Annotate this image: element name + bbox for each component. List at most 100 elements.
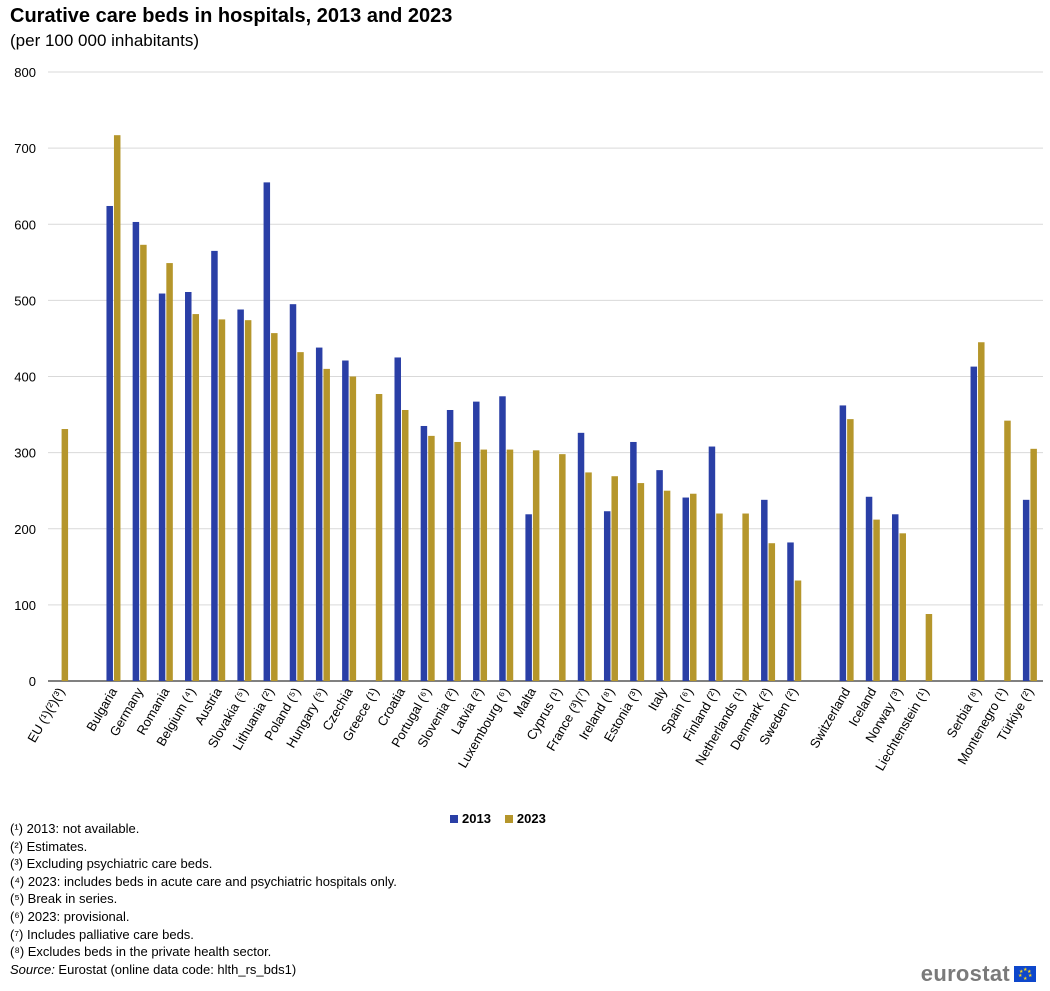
source-note: Source: Eurostat (online data code: hlth… (10, 962, 296, 977)
bar-2023 (847, 419, 854, 681)
bar-2023 (611, 476, 618, 681)
chart-subtitle: (per 100 000 inhabitants) (10, 31, 200, 50)
bar-2023 (166, 263, 173, 681)
footnote: (²) Estimates. (10, 838, 88, 854)
bar-2013 (158, 293, 166, 681)
bar-2013 (263, 182, 271, 681)
y-tick-label: 200 (14, 522, 36, 537)
bar-2023 (271, 333, 278, 681)
bar-2013 (446, 409, 454, 681)
bar-2013 (891, 514, 899, 681)
bar-2023 (637, 483, 645, 681)
y-axis-tick-labels: 0 100 200 300 400 500 600 700 800 (14, 65, 36, 689)
bar-2023 (716, 513, 723, 681)
footnote: (⁴) 2023: includes beds in acute care an… (10, 873, 397, 889)
legend: 2013 2023 (450, 811, 546, 826)
bar-2013 (525, 514, 532, 681)
bar-2023 (794, 580, 802, 681)
bar-2023 (401, 409, 409, 681)
bar-2013 (185, 292, 192, 681)
bar-2023 (978, 342, 985, 681)
footnotes: (¹) 2013: not available. (²) Estimates. … (10, 820, 397, 961)
bar-2023 (768, 543, 776, 681)
bar-2023 (375, 394, 383, 681)
bar-2023 (506, 449, 514, 681)
source-text: Eurostat (online data code: hlth_rs_bds1… (54, 962, 297, 977)
legend-item-2013: 2013 (450, 811, 491, 826)
legend-label-2013: 2013 (462, 811, 491, 826)
bar-2023 (532, 450, 540, 681)
bar-2023 (140, 244, 147, 681)
x-tick-label: Switzerland (807, 685, 854, 751)
bar-2013 (289, 304, 297, 681)
bar-2013 (603, 511, 611, 681)
bar-2023 (1004, 420, 1011, 681)
bar-2013 (132, 221, 140, 681)
x-tick-label: Italy (645, 685, 670, 714)
bar-2023 (297, 352, 304, 681)
y-tick-label: 800 (14, 65, 36, 80)
bar-2013 (708, 446, 716, 681)
footnote: (¹) 2013: not available. (10, 821, 140, 836)
legend-item-2023: 2023 (504, 811, 546, 826)
y-tick-label: 700 (14, 141, 36, 156)
bar-2023 (585, 472, 592, 681)
bar-2013 (839, 405, 847, 681)
bar-2023 (428, 435, 435, 681)
bar-2013 (787, 542, 794, 681)
footnote: (⁷) Includes palliative care beds. (10, 926, 194, 942)
y-tick-label: 400 (14, 370, 36, 385)
bars (61, 135, 1037, 682)
bar-2023 (480, 449, 488, 681)
bar-2013 (473, 401, 480, 681)
y-tick-label: 600 (14, 217, 36, 232)
bar-2013 (237, 309, 244, 681)
bar-2023 (192, 314, 200, 681)
source-label: Source: (10, 962, 55, 977)
logo-text: eurostat (920, 961, 1010, 986)
x-tick-label: EU (¹)(²)(³) (24, 685, 67, 745)
bar-2023 (61, 429, 69, 681)
bar-2023 (218, 319, 226, 681)
legend-label-2023: 2023 (516, 811, 546, 826)
bar-2013 (865, 496, 873, 681)
bar-2023 (559, 454, 566, 681)
bar-2013 (211, 250, 218, 682)
bar-2023 (690, 493, 697, 681)
bar-2013 (970, 366, 978, 681)
bar-2023 (742, 513, 749, 681)
bar-2013 (315, 347, 323, 681)
bar-2013 (682, 497, 690, 681)
bar-2013 (577, 432, 585, 681)
bar-2023 (925, 614, 933, 681)
bar-2013 (630, 441, 637, 681)
bar-2023 (454, 441, 461, 681)
bar-2023 (113, 135, 121, 682)
bar-2013 (420, 425, 428, 681)
eu-flag-icon: ★ ★ ★ ★ ★ ★ (1014, 966, 1036, 982)
bar-2013 (656, 470, 663, 681)
bar-2013 (1022, 499, 1030, 681)
eurostat-logo: eurostat ★ ★ ★ ★ ★ ★ (921, 961, 1036, 987)
footnote: (³) Excluding psychiatric care beds. (10, 856, 213, 872)
y-tick-label: 0 (29, 674, 36, 689)
bar-2023 (1030, 448, 1037, 681)
footnote: (⁶) 2023: provisional. (10, 908, 130, 924)
y-tick-label: 300 (14, 446, 36, 461)
bar-2023 (323, 368, 330, 681)
y-tick-label: 500 (14, 293, 36, 308)
legend-swatch-2013 (450, 814, 458, 823)
chart-title: Curative care beds in hospitals, 2013 an… (10, 5, 453, 27)
bar-2013 (106, 205, 113, 682)
footnote: (⁵) Break in series. (10, 891, 118, 907)
y-tick-label: 100 (14, 598, 36, 613)
legend-swatch-2023 (504, 814, 513, 823)
bar-2013 (761, 499, 768, 681)
bar-2013 (394, 357, 401, 681)
bar-chart: 0 100 200 300 400 500 600 700 800 EU (¹)(²)(³) Bu… (14, 65, 1043, 773)
footnote: (⁸) Excludes beds in the private health … (10, 944, 272, 960)
bar-2013 (342, 360, 349, 681)
x-axis-tick-labels: EU (¹)(²)(³) BulgariaGermanyRomaniaBelgiu… (24, 684, 1036, 773)
bar-2013 (499, 396, 506, 681)
bar-2023 (899, 533, 906, 681)
